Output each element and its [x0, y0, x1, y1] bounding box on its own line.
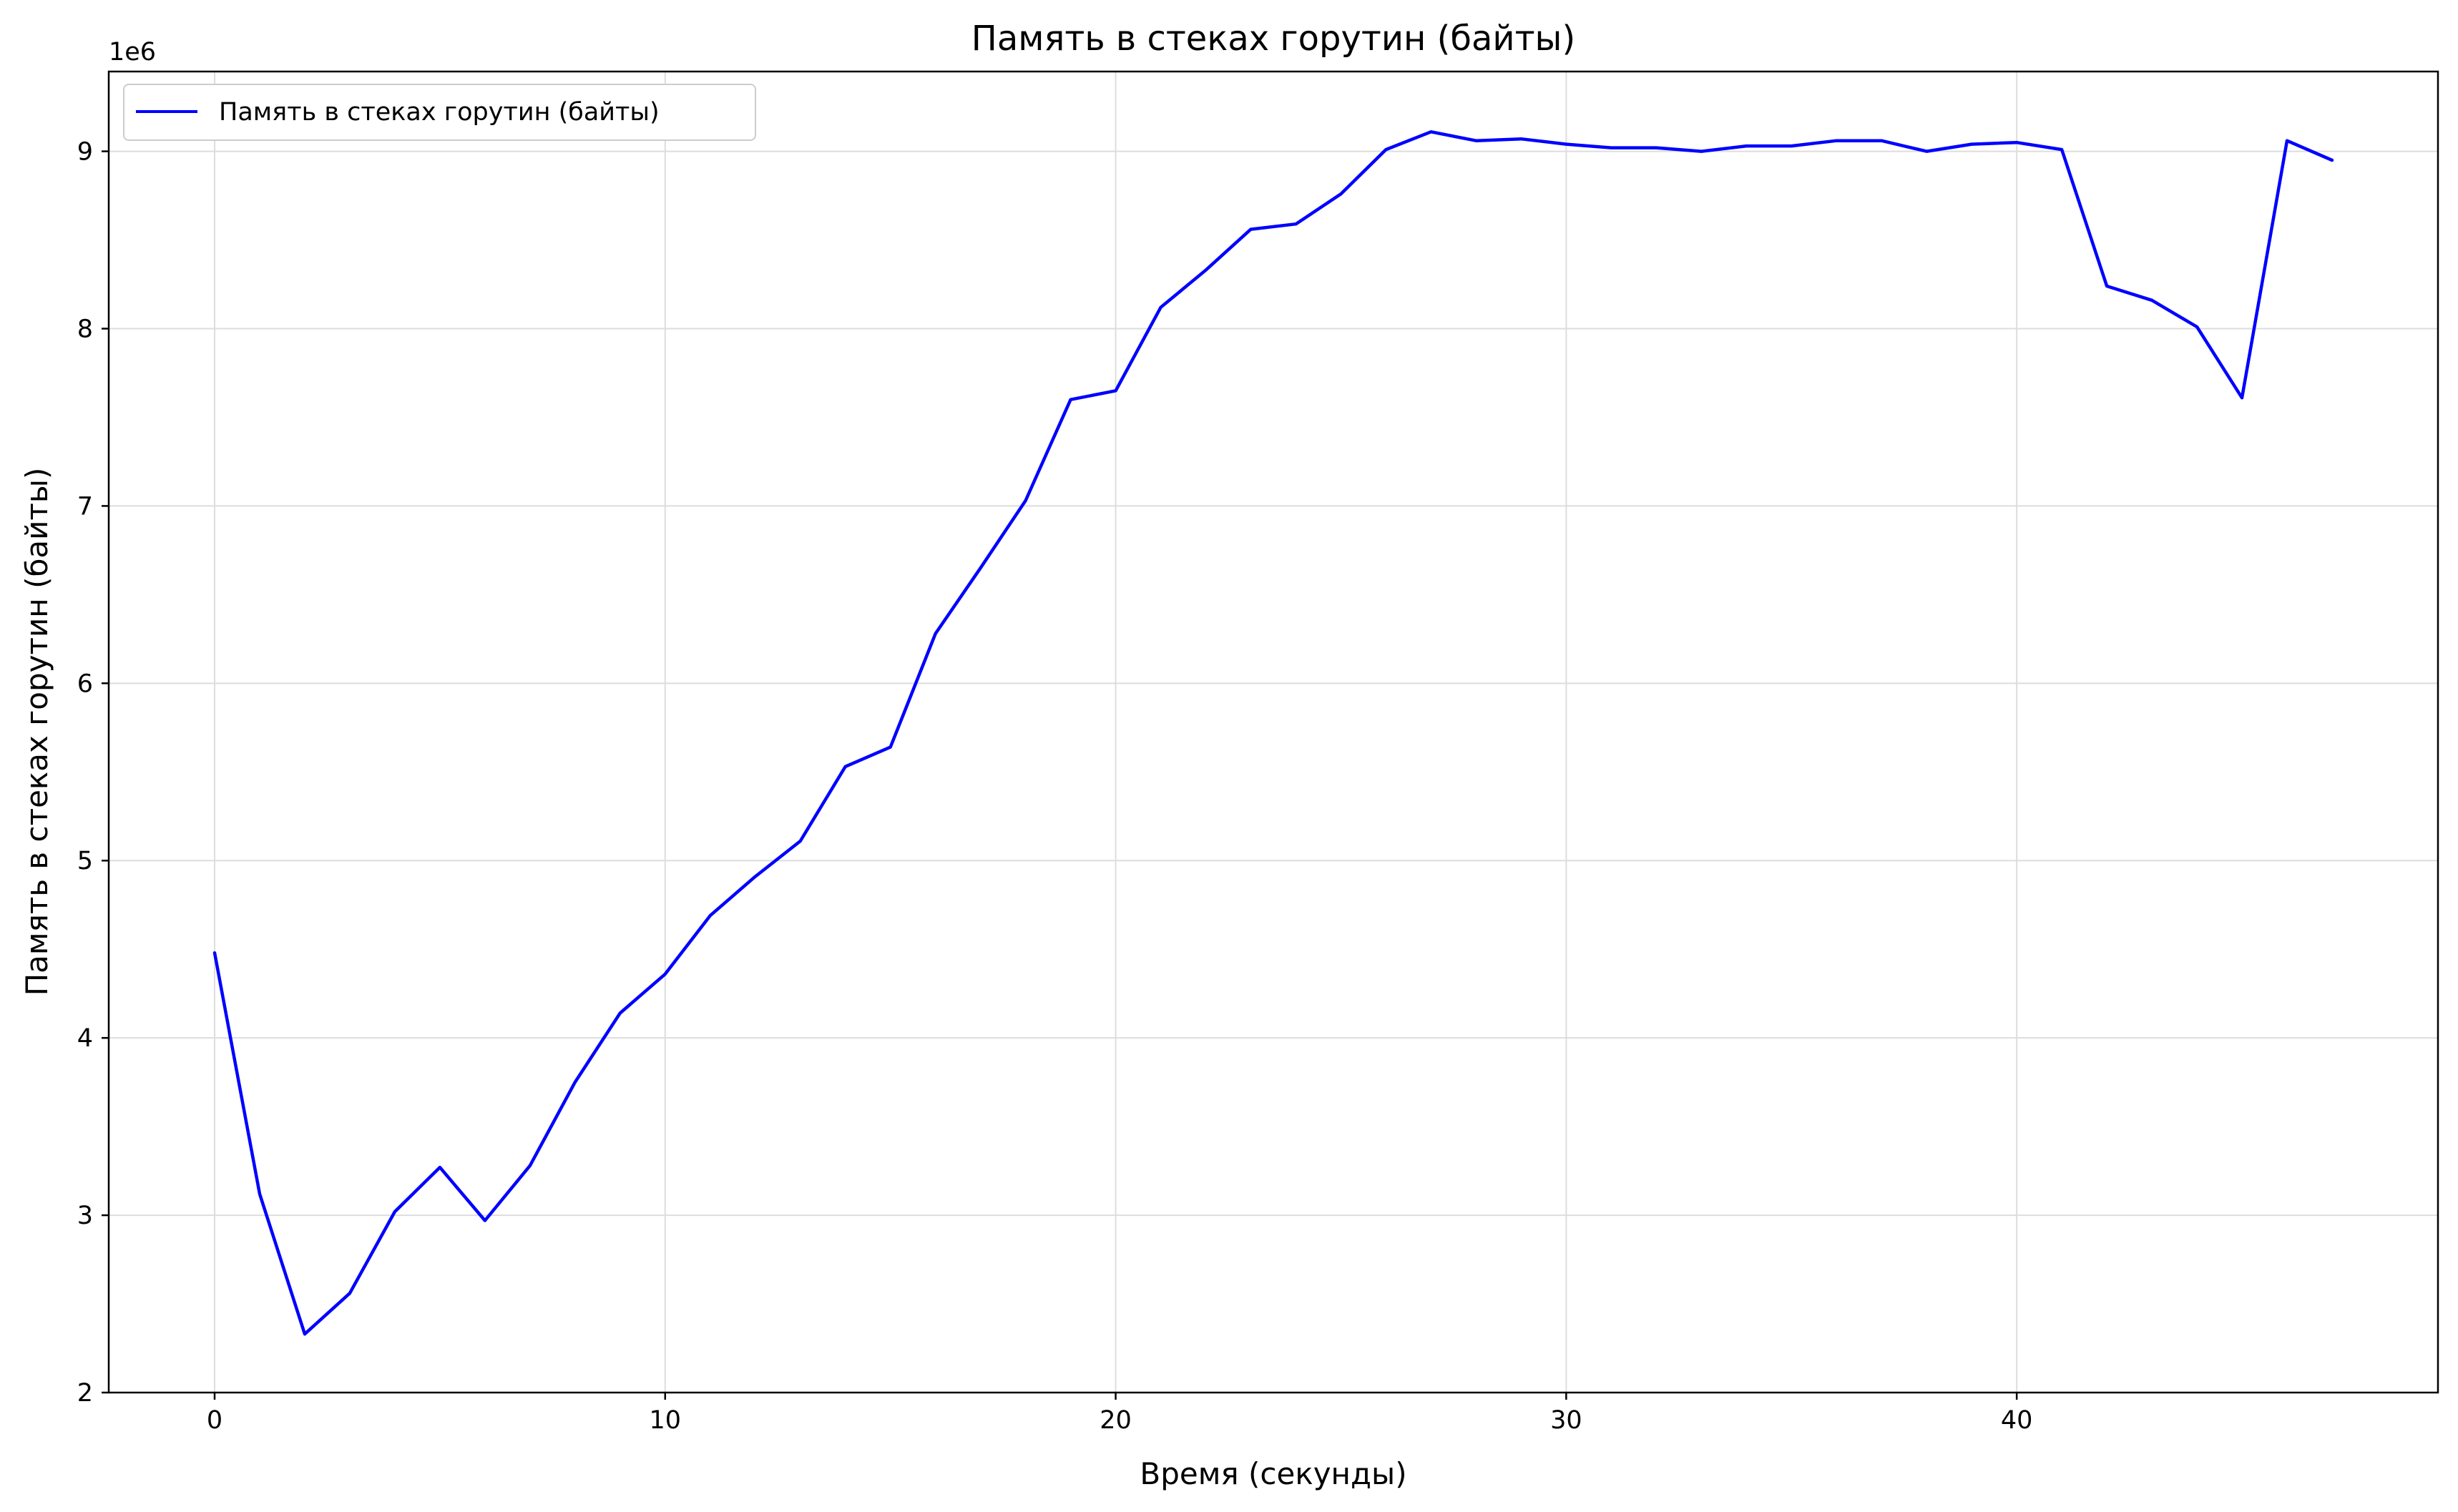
y-axis-offset-label: 1e6: [109, 38, 156, 67]
plot-area-frame: [107, 70, 2439, 1394]
x-tick-label: 10: [650, 1406, 682, 1435]
x-tick-label: 0: [207, 1406, 222, 1435]
legend-label: Память в стеках горутин (байты): [219, 98, 660, 127]
y-tick-label: 8: [77, 315, 93, 343]
y-tick-label: 3: [77, 1202, 93, 1230]
y-tick-label: 4: [77, 1024, 93, 1053]
x-axis-label: Время (секунды): [1140, 1456, 1406, 1491]
series-line: [212, 130, 2334, 1336]
legend-box: [123, 84, 756, 141]
axis-ticks: 0 10 20 30 40 2 3 4 5 6 7 8 9: [77, 138, 2033, 1435]
y-tick-label: 2: [77, 1379, 93, 1408]
y-tick-label: 9: [77, 138, 93, 167]
y-axis-label: Память в стеках горутин (байты): [19, 468, 54, 996]
y-tick-label: 7: [77, 492, 93, 521]
y-tick-label: 5: [77, 847, 93, 875]
x-tick-label: 30: [1550, 1406, 1582, 1435]
legend: Память в стеках горутин (байты): [123, 84, 756, 141]
chart-title: Память в стеках горутин (байты): [971, 19, 1575, 59]
y-tick-label: 6: [77, 669, 93, 698]
series-layer: [212, 130, 2334, 1336]
x-tick-label: 20: [1100, 1406, 1132, 1435]
x-tick-label: 40: [2001, 1406, 2033, 1435]
